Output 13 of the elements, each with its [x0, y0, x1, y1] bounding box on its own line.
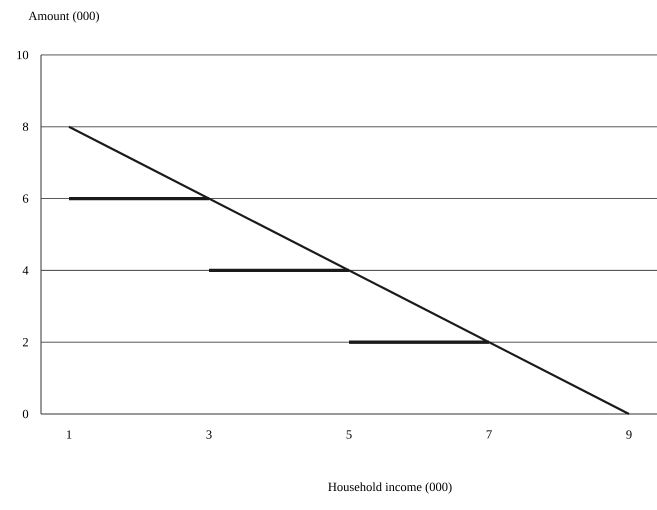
y-tick-label: 0: [22, 410, 28, 418]
y-tick-label: 8: [22, 122, 28, 132]
y-axis-title: Amount (000): [28, 11, 99, 23]
x-axis-title: Household income (000): [328, 482, 452, 494]
x-tick-label: 5: [346, 430, 352, 439]
x-tick-label: 9: [626, 430, 632, 439]
x-tick-label: 7: [486, 430, 492, 439]
y-tick-label: 2: [22, 338, 28, 346]
y-tick-label: 4: [22, 266, 28, 274]
x-tick-label: 1: [66, 430, 72, 439]
x-tick-label: 3: [206, 430, 212, 439]
y-tick-label: 10: [17, 50, 28, 60]
y-tick-label: 6: [22, 194, 28, 203]
